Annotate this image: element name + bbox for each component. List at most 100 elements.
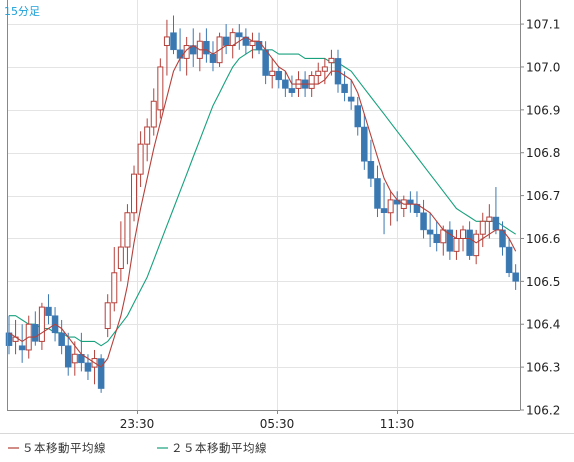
- candle-body-72: [479, 220, 486, 235]
- candle-70: [466, 221, 473, 260]
- candle-body-55: [367, 161, 375, 179]
- ma25-line: [9, 49, 517, 347]
- candle-body-73: [486, 216, 493, 222]
- candle-body-31: [209, 53, 217, 63]
- candle-body-20: [137, 143, 144, 175]
- candle-63: [420, 199, 427, 239]
- candle-body-41: [275, 70, 283, 81]
- y-tick-label-6: 106.5: [526, 275, 560, 289]
- candle-body-40: [269, 70, 276, 77]
- ma25-layer: [9, 49, 517, 347]
- candle-body-65: [433, 233, 440, 244]
- y-tick-label-1: 107.0: [526, 60, 560, 74]
- candle-53: [354, 96, 361, 136]
- legend: ５本移動平均線 ２５本移動平均線: [8, 441, 267, 455]
- y-tick-label-7: 106.4: [526, 318, 560, 332]
- candle-15: [104, 294, 111, 338]
- candle-body-58: [387, 199, 394, 214]
- candle-body-52: [347, 96, 355, 102]
- candle-76: [505, 238, 513, 278]
- y-tick-label-9: 106.2: [526, 404, 560, 418]
- y-tick-label-5: 106.6: [526, 232, 560, 246]
- candle-body-26: [176, 49, 184, 59]
- candle-body-67: [446, 229, 454, 252]
- candle-body-18: [124, 212, 131, 248]
- y-tick-label-0: 107.1: [526, 18, 560, 32]
- candle-71: [473, 229, 480, 265]
- candle-body-71: [473, 233, 480, 257]
- candle-43: [288, 75, 296, 97]
- candle-16: [111, 247, 118, 312]
- candle-body-25: [170, 32, 177, 51]
- legend-label-0: ５本移動平均線: [22, 441, 106, 455]
- candle-27: [183, 36, 190, 76]
- ma5-line: [8, 36, 517, 368]
- candle-51: [341, 71, 348, 102]
- candle-19: [131, 165, 138, 222]
- candle-body-70: [466, 229, 473, 256]
- candle-58: [387, 191, 394, 226]
- candle-body-35: [236, 32, 243, 38]
- candle-body-42: [282, 79, 289, 89]
- candle-body-77: [512, 272, 519, 282]
- candle-body-12: [84, 362, 92, 372]
- y-axis-labels: 107.1 107.0 106.9 106.8 106.7 106.6 106.5 106.4…: [520, 18, 560, 418]
- candle-body-34: [229, 32, 236, 47]
- candle-body-43: [288, 88, 296, 93]
- candle-body-54: [361, 126, 368, 162]
- candle-body-9: [64, 345, 72, 368]
- candle-body-63: [420, 212, 427, 231]
- ma5-layer: [8, 36, 517, 368]
- timeframe-label: 15分足: [4, 5, 40, 18]
- candle-54: [361, 114, 368, 170]
- candle-2: [18, 324, 26, 363]
- candle-21: [144, 118, 151, 162]
- candle-body-23: [157, 66, 164, 111]
- candle-body-10: [71, 353, 78, 364]
- candle-8: [58, 319, 65, 355]
- candle-55: [367, 139, 375, 188]
- candle-52: [347, 79, 355, 110]
- candle-body-61: [407, 199, 414, 205]
- candle-41: [275, 66, 283, 89]
- candle-47: [315, 62, 322, 85]
- candle-body-15: [104, 302, 111, 330]
- candle-77: [512, 264, 519, 290]
- candle-body-24: [163, 36, 170, 47]
- candle-4: [32, 311, 39, 346]
- candle-body-57: [380, 208, 388, 214]
- candle-73: [486, 204, 493, 239]
- axes-layer: [0, 0, 574, 434]
- candle-body-39: [262, 49, 269, 76]
- legend-label-1: ２５本移動平均線: [171, 441, 267, 455]
- candle-56: [374, 165, 381, 218]
- candle-body-33: [222, 36, 230, 46]
- candle-body-49: [328, 57, 335, 64]
- candle-body-46: [308, 75, 315, 89]
- candle-body-5: [38, 306, 45, 342]
- candle-body-14: [97, 358, 105, 389]
- candle-64: [426, 212, 434, 248]
- candle-35: [236, 24, 243, 50]
- y-tick-label-8: 106.3: [526, 361, 560, 375]
- candle-body-56: [374, 178, 381, 209]
- candle-body-2: [18, 345, 26, 351]
- candle-30: [203, 28, 210, 63]
- candle-body-38: [255, 40, 263, 51]
- candle-22: [150, 88, 157, 136]
- candle-body-22: [150, 100, 157, 128]
- candle-body-17: [117, 246, 124, 269]
- candle-5: [38, 302, 45, 350]
- candle-72: [479, 212, 486, 248]
- candle-body-48: [321, 66, 328, 72]
- candle-23: [157, 58, 164, 119]
- candle-body-68: [453, 237, 460, 252]
- y-tick-label-2: 106.9: [526, 103, 560, 117]
- candle-9: [64, 332, 72, 376]
- candle-body-69: [460, 229, 467, 239]
- candle-17: [117, 221, 124, 282]
- candle-25: [170, 15, 177, 55]
- candle-67: [446, 221, 454, 260]
- candle-body-6: [45, 306, 52, 316]
